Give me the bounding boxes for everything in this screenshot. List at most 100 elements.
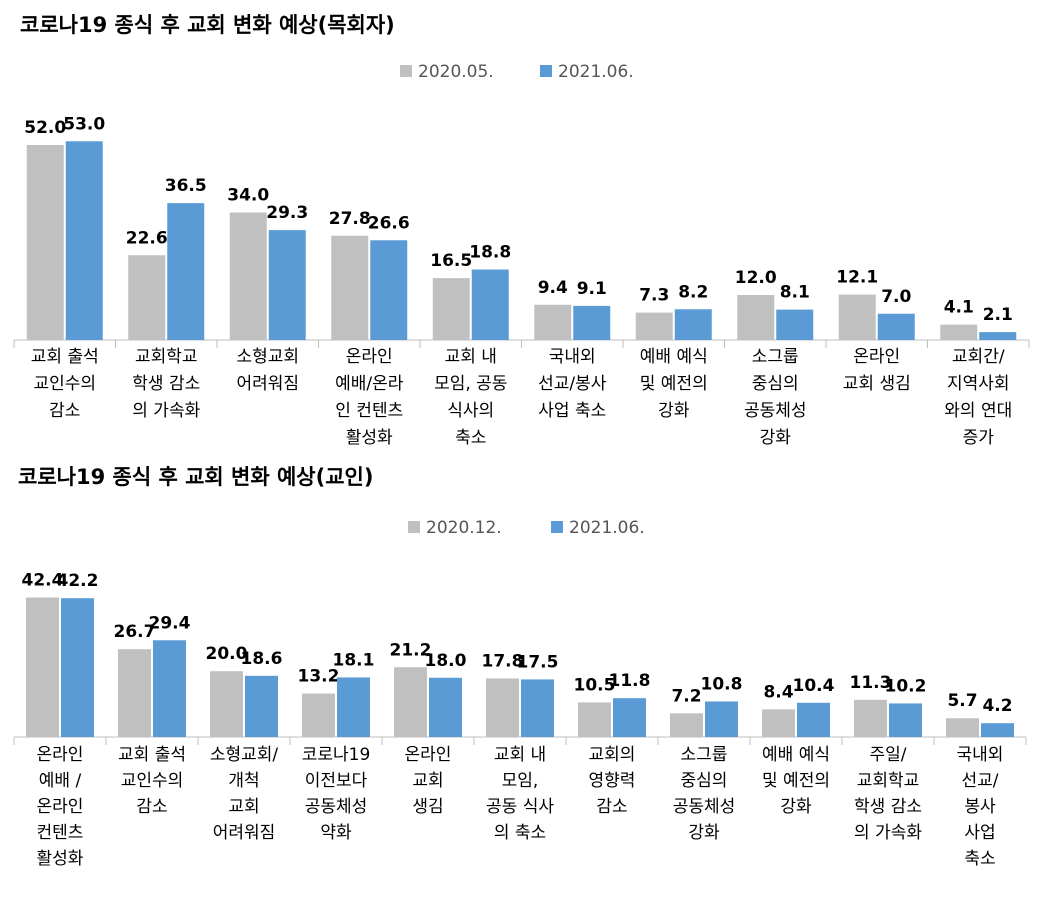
bar-series-2 bbox=[61, 598, 94, 737]
chart-title: 코로나19 종식 후 교회 변화 예상(교인) bbox=[18, 465, 373, 489]
category-label: 및 예전의 bbox=[640, 374, 708, 394]
bar-series-2 bbox=[979, 332, 1017, 340]
category-label: 소형교회/ bbox=[210, 745, 279, 765]
category-label: 예배 예식 bbox=[640, 347, 708, 367]
bar-series-1 bbox=[854, 699, 887, 737]
category-label: 선교/ bbox=[961, 771, 998, 791]
data-label: 26.6 bbox=[368, 213, 410, 233]
category-label: 의 가속화 bbox=[854, 823, 922, 843]
category-label: 예배 예식 bbox=[762, 745, 830, 765]
bar-series-1 bbox=[26, 597, 59, 737]
bar-series-2 bbox=[889, 703, 922, 737]
data-label: 53.0 bbox=[63, 114, 105, 134]
data-label: 7.3 bbox=[639, 286, 669, 306]
bar-series-2 bbox=[337, 677, 370, 737]
category-label: 선교/봉사 bbox=[538, 374, 607, 394]
bar-series-1 bbox=[210, 671, 243, 737]
category-label: 소그룹 bbox=[752, 347, 799, 367]
bar-series-2 bbox=[776, 309, 814, 340]
bar-series-2 bbox=[167, 203, 205, 340]
data-label: 4.1 bbox=[944, 298, 974, 318]
data-label: 12.0 bbox=[735, 268, 777, 288]
data-label: 9.1 bbox=[577, 279, 607, 299]
chart-members: 코로나19 종식 후 교회 변화 예상(교인) 2020.12. 2021.06… bbox=[13, 465, 1027, 869]
bar-series-1 bbox=[940, 324, 978, 340]
bar-series-1 bbox=[331, 235, 369, 340]
category-label: 교회의 bbox=[589, 745, 636, 765]
bar-series-1 bbox=[838, 294, 876, 340]
category-label: 축소 bbox=[455, 428, 486, 448]
legend-swatch-2021 bbox=[540, 65, 552, 77]
data-label: 29.4 bbox=[149, 613, 191, 633]
category-label: 교회 bbox=[228, 797, 259, 817]
bar-series-1 bbox=[26, 145, 64, 340]
bar-series-2 bbox=[674, 309, 712, 340]
data-label: 36.5 bbox=[165, 176, 207, 196]
bar-series-2 bbox=[153, 640, 186, 737]
bar-series-2 bbox=[705, 701, 738, 737]
category-label: 와의 연대 bbox=[944, 401, 1012, 421]
data-label: 34.0 bbox=[227, 186, 269, 206]
bar-series-2 bbox=[429, 677, 462, 737]
category-label: 지역사회 bbox=[947, 374, 1010, 394]
legend-label-2021: 2021.06. bbox=[558, 62, 634, 82]
chart-pastors: 코로나19 종식 후 교회 변화 예상(목회자) 2020.05. 2021.0… bbox=[13, 13, 1030, 448]
category-label: 학생 감소 bbox=[132, 374, 200, 394]
bar-series-2 bbox=[245, 675, 278, 737]
category-label: 국내외 bbox=[549, 347, 596, 367]
bar-series-2 bbox=[521, 679, 554, 737]
bar-series-1 bbox=[946, 718, 979, 737]
category-label: 감소 bbox=[49, 401, 80, 421]
category-label: 및 예전의 bbox=[762, 771, 830, 791]
category-label: 영향력 bbox=[589, 771, 636, 791]
category-label: 축소 bbox=[964, 849, 995, 869]
data-label: 11.3 bbox=[850, 673, 892, 693]
bar-series-1 bbox=[394, 667, 427, 737]
category-label: 학생 감소 bbox=[854, 797, 922, 817]
chart-title: 코로나19 종식 후 교회 변화 예상(목회자) bbox=[20, 13, 395, 37]
data-label: 10.2 bbox=[885, 676, 927, 696]
category-label: 약화 bbox=[320, 823, 352, 843]
category-label: 온라인 bbox=[405, 745, 452, 765]
data-label: 42.4 bbox=[22, 571, 64, 591]
category-label: 강화 bbox=[780, 797, 812, 817]
data-label: 18.6 bbox=[241, 649, 283, 669]
bar-series-1 bbox=[302, 693, 335, 737]
bar-series-1 bbox=[635, 312, 673, 340]
category-label: 강화 bbox=[760, 428, 792, 448]
category-label: 의 가속화 bbox=[132, 401, 200, 421]
data-label: 13.2 bbox=[298, 667, 340, 687]
data-label: 18.8 bbox=[469, 243, 511, 263]
legend: 2020.12. 2021.06. bbox=[408, 518, 645, 538]
legend-swatch-2021 bbox=[551, 521, 563, 533]
bar-series-2 bbox=[65, 141, 103, 340]
category-label: 이전보다 bbox=[305, 771, 368, 791]
data-label: 42.2 bbox=[57, 571, 99, 591]
category-label: 교회학교 bbox=[857, 771, 920, 791]
category-label: 봉사 bbox=[964, 797, 996, 817]
category-label: 어려워짐 bbox=[213, 823, 276, 843]
bar-series-2 bbox=[471, 269, 509, 340]
data-label: 12.1 bbox=[836, 268, 878, 288]
data-label: 2.1 bbox=[983, 305, 1013, 325]
data-label: 11.8 bbox=[609, 671, 651, 691]
bar-series-2 bbox=[613, 698, 646, 737]
category-label: 온라인 bbox=[346, 347, 393, 367]
category-label: 공동체성 bbox=[305, 797, 368, 817]
category-label: 소그룹 bbox=[681, 745, 728, 765]
data-label: 8.2 bbox=[678, 282, 708, 302]
category-label: 사업 축소 bbox=[538, 401, 606, 421]
data-label: 21.2 bbox=[390, 640, 432, 660]
bar-series-1 bbox=[670, 713, 703, 737]
data-label: 17.5 bbox=[517, 652, 559, 672]
data-label: 4.2 bbox=[982, 696, 1012, 716]
category-label: 감소 bbox=[136, 797, 167, 817]
data-label: 10.4 bbox=[793, 676, 835, 696]
data-label: 29.3 bbox=[266, 203, 308, 223]
data-label: 8.4 bbox=[763, 682, 793, 702]
category-label: 교회간/ bbox=[952, 347, 1005, 367]
category-label: 모임, bbox=[502, 771, 539, 791]
legend-swatch-2020 bbox=[408, 521, 420, 533]
